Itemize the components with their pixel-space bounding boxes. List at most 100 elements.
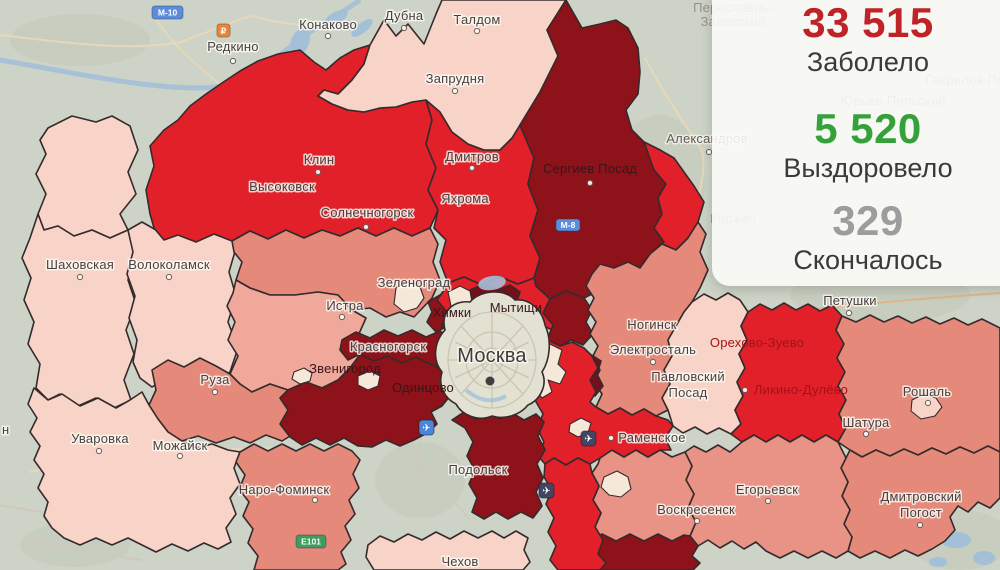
road-badge-label: Е101 [301, 537, 321, 547]
map-label: Талдом [453, 12, 500, 27]
map-label: Петушки [823, 293, 877, 308]
city-dot [764, 497, 772, 505]
city-dot [76, 273, 84, 281]
city-dot [741, 386, 749, 394]
poi-glyph: ₽ [221, 26, 227, 36]
road-badge [295, 534, 327, 549]
map-label: Дмитровский [880, 489, 961, 504]
map-label: Павловский [651, 369, 725, 384]
map-label: Звенигород [309, 361, 381, 376]
city-dot [400, 24, 408, 32]
city-dot [924, 399, 932, 407]
city-dot [468, 164, 476, 172]
infected-count: 33 515 [802, 0, 934, 46]
district-volokolamsk [126, 221, 239, 388]
road-badge [555, 218, 581, 232]
city-dot [314, 168, 322, 176]
map-label: Дубна [385, 8, 424, 23]
airport-icon [538, 482, 555, 499]
city-dot [607, 434, 615, 442]
recovered-label: Выздоровело [783, 153, 953, 184]
city-dot [473, 27, 481, 35]
city-dot [324, 32, 332, 40]
map-label: Запрудня [426, 71, 485, 86]
city-dot [862, 430, 870, 438]
map-label: Конаково [299, 17, 357, 32]
city-dot [176, 452, 184, 460]
map-label: Волоколамск [128, 257, 210, 272]
enclave-roshal [910, 393, 943, 420]
map-label: н [2, 422, 9, 437]
map-label: Егорьевск [736, 482, 798, 497]
district-domodedovo [543, 457, 607, 570]
airplane-glyph: ✈ [542, 486, 550, 497]
stats-panel: 33 515 Заболело 5 520 Выздоровело 329 Ск… [712, 0, 1000, 286]
map-icons: ✈ ✈ ✈ ₽ [216, 23, 597, 499]
moscow-river [464, 388, 507, 403]
moscow-city [434, 291, 551, 420]
map-label: Чехов [441, 554, 478, 569]
airplane-glyph: ✈ [584, 434, 592, 445]
enclave-bronnitsy [600, 470, 632, 498]
map-label: Высоковск [249, 179, 315, 194]
city-dot [649, 358, 657, 366]
infected-label: Заболело [806, 47, 930, 77]
stat-died: 329 Скончалось [712, 200, 1000, 276]
city-dot [916, 521, 924, 529]
district-chekhov [365, 530, 531, 570]
city-dot [311, 496, 319, 504]
map-label: Яхрома [441, 191, 489, 206]
map-label: Зеленоград [378, 275, 451, 290]
map-label: Руза [200, 372, 230, 387]
road-badge [151, 5, 184, 20]
recovered-count: 5 520 [814, 105, 922, 153]
airplane-glyph: ✈ [422, 423, 430, 434]
city-dot [693, 517, 701, 525]
map-label: Клин [304, 152, 334, 167]
map-label: Редкино [207, 39, 258, 54]
districts [21, 0, 1000, 570]
map-label: Москва [457, 345, 527, 367]
road-badges: М-10 М-8 Е101 [151, 5, 581, 549]
city-dot [451, 87, 459, 95]
district-mozhaysk [27, 387, 241, 553]
map-label: Мытищи [490, 300, 543, 315]
map-label: Сергиев Посад [543, 161, 637, 176]
stat-recovered: 5 520 Выздоровело [712, 108, 1000, 184]
map-label: Наро-Фоминск [239, 482, 330, 497]
reservoir-klyazma [478, 275, 506, 291]
enclave-odintsovo-west [291, 367, 313, 385]
city-dot [338, 313, 346, 321]
moscow-city-dot [485, 376, 495, 386]
map-label: Раменское [618, 430, 685, 445]
city-dot [95, 447, 103, 455]
map-label: Электросталь [610, 342, 696, 357]
road-badge-label: М-8 [561, 220, 576, 230]
city-dot [362, 223, 370, 231]
map-label: Можайск [153, 438, 208, 453]
map-label: Солнечногорск [321, 205, 414, 220]
map-label: Ногинск [627, 317, 677, 332]
city-dot [165, 273, 173, 281]
map-label: Шаховская [46, 257, 114, 272]
city-dot [229, 57, 237, 65]
map-label: Воскресенск [657, 502, 735, 517]
map-label: Истра [326, 298, 364, 313]
district-shakhovskaya [21, 213, 137, 409]
map-label: Погост [900, 505, 942, 520]
airport-icon [580, 430, 597, 447]
map-label: Орехово-Зуево [710, 335, 804, 350]
map-label: Ликино-Дулёво [754, 382, 848, 397]
city-dot [705, 148, 713, 156]
map-label: Шатура [843, 415, 891, 430]
enclave-zvenigorod [357, 370, 381, 391]
district-orekhovo-zuevo [730, 302, 847, 443]
airport-icon [418, 419, 435, 436]
died-count: 329 [832, 197, 904, 245]
map-label: Посад [669, 385, 708, 400]
stat-infected: 33 515 Заболело [712, 2, 1000, 78]
map-label: Химки [433, 305, 472, 320]
poi-marker-icon [216, 23, 231, 38]
map-label: Рошаль [903, 384, 952, 399]
